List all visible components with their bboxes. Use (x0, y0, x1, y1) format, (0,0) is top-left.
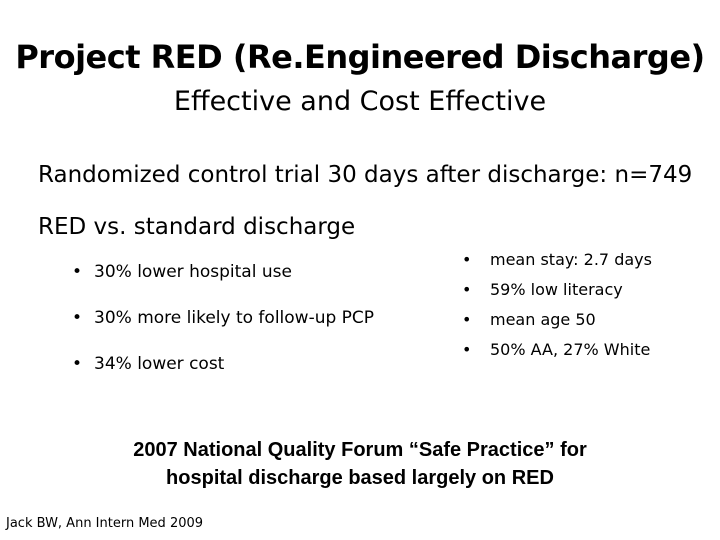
trial-description: Randomized control trial 30 days after d… (38, 162, 693, 188)
outcomes-list: • 30% lower hospital use • 30% more likely… (72, 262, 374, 400)
outcome-item: • 34% lower cost (72, 354, 374, 400)
outcome-item: • 30% more likely to follow-up PCP (72, 308, 374, 354)
bullet-icon: • (462, 250, 472, 269)
nqf-statement: 2007 National Quality Forum “Safe Practi… (0, 436, 720, 492)
bullet-icon: • (462, 310, 472, 329)
population-item: • mean age 50 (462, 310, 652, 340)
comparison-heading: RED vs. standard discharge (38, 214, 356, 240)
population-text: mean age 50 (490, 310, 596, 329)
slide-title: Project RED (Re.Engineered Discharge) (15, 38, 705, 76)
outcome-text: 30% more likely to follow-up PCP (94, 308, 375, 328)
bullet-icon: • (462, 280, 472, 299)
outcome-text: 30% lower hospital use (94, 262, 292, 282)
bullet-icon: • (72, 262, 83, 282)
bullet-icon: • (462, 340, 472, 359)
population-text: 59% low literacy (490, 280, 623, 299)
outcome-item: • 30% lower hospital use (72, 262, 374, 308)
population-list: • mean stay: 2.7 days • 59% low literacy •… (462, 250, 652, 370)
population-item: • 50% AA, 27% White (462, 340, 652, 370)
citation: Jack BW, Ann Intern Med 2009 (6, 516, 204, 531)
bullet-icon: • (72, 354, 83, 374)
population-text: 50% AA, 27% White (490, 340, 651, 359)
slide-subtitle: Effective and Cost Effective (173, 86, 547, 117)
population-item: • 59% low literacy (462, 280, 652, 310)
population-item: • mean stay: 2.7 days (462, 250, 652, 280)
nqf-line: 2007 National Quality Forum “Safe Practi… (133, 439, 587, 461)
bullet-icon: • (72, 308, 83, 328)
population-text: mean stay: 2.7 days (490, 250, 652, 269)
outcome-text: 34% lower cost (94, 354, 225, 374)
nqf-line: hospital discharge based largely on RED (166, 467, 554, 489)
